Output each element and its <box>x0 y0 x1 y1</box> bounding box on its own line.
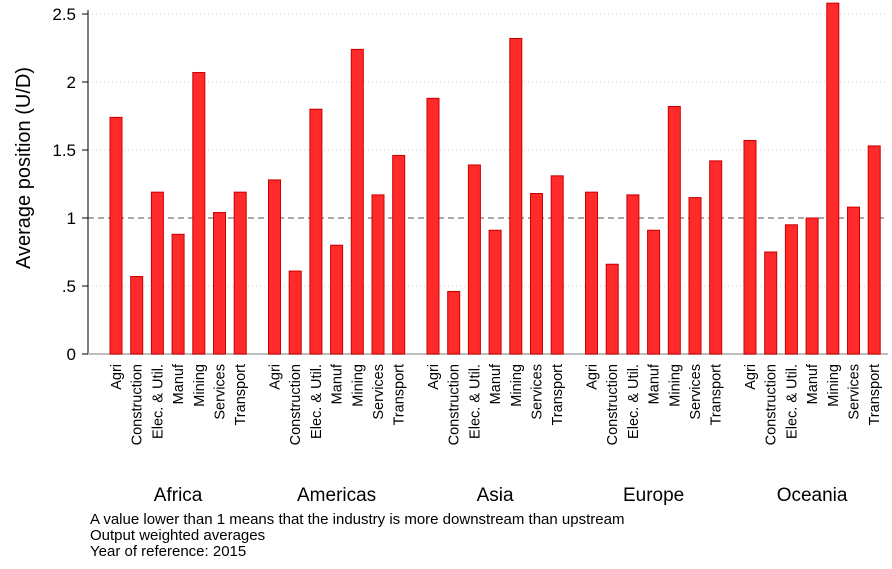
x-tick-label: Transport <box>709 364 725 426</box>
x-tick-label: Elec. & Util. <box>150 364 166 439</box>
bar <box>488 229 502 355</box>
x-tick-label: Agri <box>426 364 442 390</box>
bar <box>647 229 661 355</box>
bar <box>626 194 640 355</box>
x-tick-label: Manuf <box>647 363 663 404</box>
x-tick-label: Services <box>688 364 704 420</box>
x-tick-label: Mining <box>350 364 366 407</box>
x-tick-label: Manuf <box>171 363 187 404</box>
bar <box>330 244 344 355</box>
chart-notes: A value lower than 1 means that the indu… <box>90 512 624 560</box>
x-tick-label: Construction <box>130 364 146 445</box>
bar-chart: 0.511.522.5 Agri Construction Elec. & Util… <box>13 2 889 506</box>
bar <box>743 139 757 355</box>
bar <box>150 191 164 355</box>
bar <box>667 105 681 355</box>
x-tick-label: Transport <box>867 364 883 426</box>
y-tick-label: 1 <box>67 209 76 228</box>
x-tick-label: Mining <box>192 364 208 407</box>
x-tick-label: Mining <box>826 364 842 407</box>
x-tick-label: Manuf <box>805 363 821 404</box>
x-tick-label: Elec. & Util. <box>309 364 325 439</box>
bar <box>784 224 798 355</box>
x-tick-label: Construction <box>605 364 621 445</box>
x-tick-label: Construction <box>288 364 304 445</box>
bar <box>288 270 302 355</box>
x-tick-label: Agri <box>109 364 125 390</box>
bar <box>764 251 778 355</box>
y-tick-label: 2 <box>67 73 76 92</box>
bar <box>233 191 247 355</box>
bar <box>509 37 523 355</box>
bar <box>709 160 723 355</box>
bar <box>213 212 226 355</box>
x-tick-label: Construction <box>447 364 463 445</box>
bar <box>130 275 144 355</box>
y-axis-title: Average position (U/D) <box>13 67 35 269</box>
bar <box>426 97 440 355</box>
bar <box>392 154 406 355</box>
bar <box>350 48 364 355</box>
y-tick-label: 0 <box>67 345 76 364</box>
x-tick-label: Manuf <box>488 363 504 404</box>
bars <box>109 2 881 355</box>
bar <box>109 116 123 355</box>
x-tick-label: Mining <box>667 364 683 407</box>
bar <box>847 206 860 355</box>
bar <box>826 2 840 355</box>
x-tick-label: Elec. & Util. <box>626 364 642 439</box>
x-tick-label: Transport <box>233 364 249 426</box>
x-tick-label: Elec. & Util. <box>784 364 800 439</box>
x-tick-label: Construction <box>764 364 780 445</box>
gridlines <box>88 13 888 287</box>
x-tick-label: Transport <box>392 364 408 426</box>
bar <box>447 290 461 355</box>
bar <box>371 194 385 355</box>
group-label: Americas <box>297 485 376 506</box>
group-label: Europe <box>623 485 684 506</box>
x-tick-label: Agri <box>585 364 601 390</box>
bar <box>805 217 819 355</box>
group-label: Oceania <box>777 485 848 506</box>
bar <box>268 179 281 355</box>
x-tick-label: Mining <box>509 364 525 407</box>
x-axis-labels: Agri Construction Elec. & Util. Manuf Mining… <box>109 363 883 506</box>
bar <box>192 71 206 355</box>
y-tick-label: 2.5 <box>52 5 76 24</box>
x-tick-label: Agri <box>268 364 284 390</box>
x-tick-label: Services <box>213 364 229 420</box>
x-tick-label: Manuf <box>330 363 346 404</box>
note-line: A value lower than 1 means that the indu… <box>90 511 625 528</box>
group-label: Asia <box>477 485 514 506</box>
bar <box>585 191 598 355</box>
bar <box>688 197 702 355</box>
bar <box>605 263 619 355</box>
bar <box>171 233 185 355</box>
bar <box>550 175 564 355</box>
note-line: Output weighted averages <box>90 527 266 544</box>
y-tick-label: .5 <box>62 277 76 296</box>
bar <box>309 108 323 355</box>
x-tick-label: Services <box>847 364 863 420</box>
x-tick-label: Services <box>371 364 387 420</box>
group-label: Africa <box>154 485 203 506</box>
bar <box>867 145 881 355</box>
note-line: Year of reference: 2015 <box>90 543 247 560</box>
bar <box>530 193 543 355</box>
x-tick-label: Agri <box>743 364 759 390</box>
y-tick-label: 1.5 <box>52 141 76 160</box>
bar <box>467 164 481 355</box>
x-tick-label: Services <box>530 364 546 420</box>
x-tick-label: Transport <box>550 364 566 426</box>
x-tick-label: Elec. & Util. <box>467 364 483 439</box>
